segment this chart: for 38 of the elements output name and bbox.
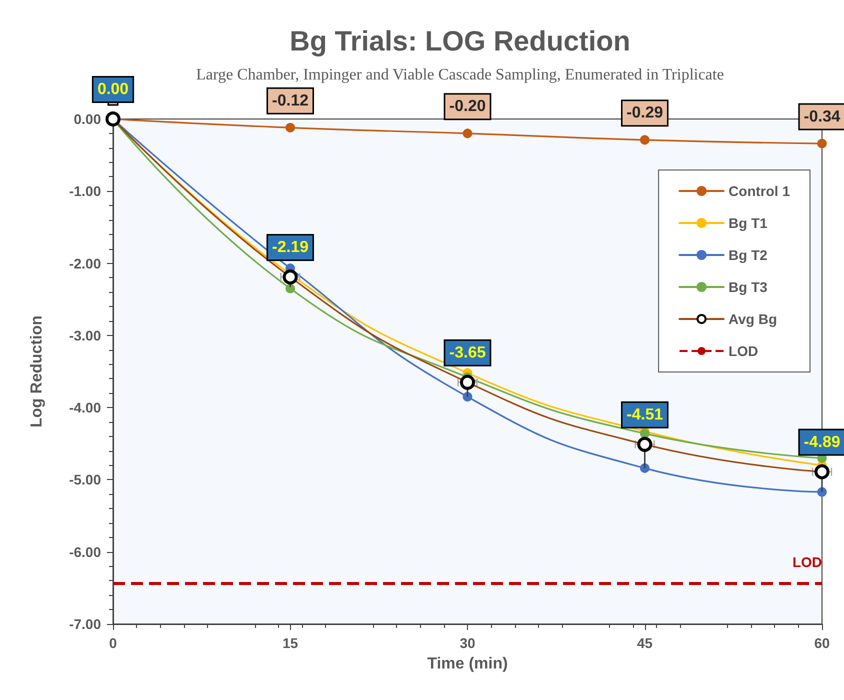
point bbox=[640, 135, 650, 145]
y-tick-label: -1.00 bbox=[69, 183, 102, 200]
data-label: -3.65 bbox=[449, 344, 486, 362]
point bbox=[817, 138, 827, 148]
legend-label: Bg T3 bbox=[728, 279, 768, 295]
y-tick-label: -4.00 bbox=[69, 400, 102, 416]
y-tick-label: 0.00 bbox=[74, 111, 102, 127]
y-tick-label: -7.00 bbox=[69, 616, 102, 632]
x-tick-label: 45 bbox=[636, 635, 653, 651]
x-tick-label: 15 bbox=[282, 635, 298, 651]
data-label: 0.00 bbox=[97, 81, 129, 98]
data-label: -0.29 bbox=[626, 104, 664, 122]
chart-title: Bg Trials: LOG Reduction bbox=[290, 26, 630, 56]
x-tick-label: 0 bbox=[109, 635, 118, 651]
chart-subtitle: Large Chamber, Impinger and Viable Cascade Sampling, Enumerated in Triplicate bbox=[196, 66, 724, 84]
data-label: -0.34 bbox=[804, 108, 840, 126]
data-label: -0.12 bbox=[272, 92, 309, 110]
point bbox=[286, 122, 295, 132]
data-label: -2.19 bbox=[272, 238, 309, 256]
legend-label: LOD bbox=[728, 343, 758, 359]
x-tick-label: 60 bbox=[814, 635, 830, 651]
y-tick-label: -6.00 bbox=[69, 544, 102, 560]
x-tick-label: 30 bbox=[460, 635, 476, 651]
x-axis-title: Time (min) bbox=[427, 656, 508, 672]
y-tick-label: -5.00 bbox=[69, 472, 102, 488]
y-tick-label: -2.00 bbox=[69, 255, 102, 272]
point bbox=[286, 284, 295, 294]
y-tick-label: -3.00 bbox=[69, 327, 102, 344]
legend-label: Bg T2 bbox=[728, 247, 768, 263]
legend-label: Control 1 bbox=[728, 183, 790, 199]
data-label: -4.89 bbox=[804, 434, 840, 451]
point bbox=[462, 128, 472, 138]
data-label: -4.51 bbox=[626, 406, 664, 424]
legend-label: Avg Bg bbox=[728, 311, 778, 327]
text: LOD bbox=[792, 554, 822, 570]
legend-label: Bg T1 bbox=[728, 215, 768, 231]
data-label: -0.20 bbox=[449, 98, 486, 116]
y-axis-title: Log Reduction bbox=[28, 316, 46, 428]
